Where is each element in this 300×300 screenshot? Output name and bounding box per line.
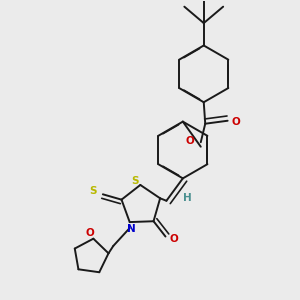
Text: O: O xyxy=(231,117,240,127)
Text: O: O xyxy=(170,234,179,244)
Text: S: S xyxy=(90,186,97,196)
Text: N: N xyxy=(127,224,136,234)
Text: H: H xyxy=(183,193,192,203)
Text: O: O xyxy=(186,136,195,146)
Text: O: O xyxy=(85,228,94,238)
Text: S: S xyxy=(131,176,139,186)
